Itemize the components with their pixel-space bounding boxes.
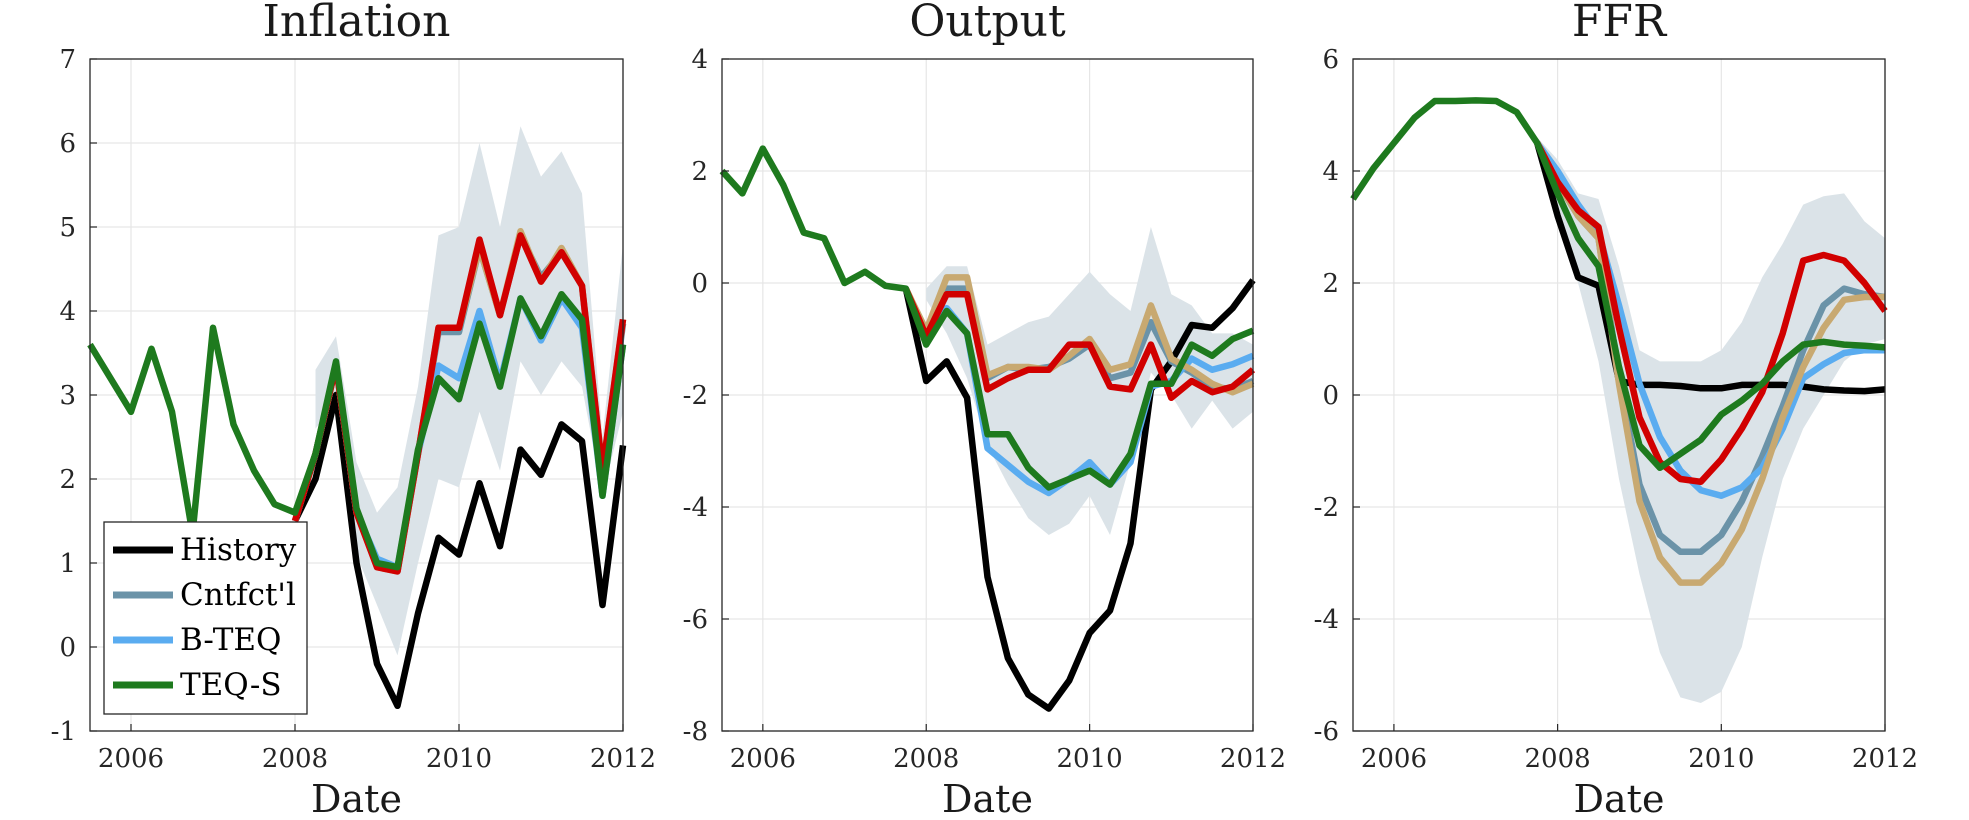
series-line-teq-s bbox=[1350, 97, 1886, 472]
confidence-band bbox=[926, 227, 1253, 535]
y-tick-label: 4 bbox=[1322, 157, 1339, 187]
x-axis-label: Date bbox=[1574, 777, 1665, 820]
chart-panel-ffr: 2006 2008 2010 2012 -6 -4 -2 0 2 4 6 FFR Date bbox=[1314, 0, 1918, 820]
y-tick-label: 7 bbox=[59, 45, 76, 75]
y-tick-label: 0 bbox=[59, 633, 76, 663]
x-tick-label: 2012 bbox=[1220, 744, 1286, 774]
chart-title: FFR bbox=[1572, 0, 1668, 47]
x-tick-label: 2010 bbox=[1688, 744, 1754, 774]
confidence-band bbox=[315, 126, 623, 656]
y-tick-label: 0 bbox=[1322, 381, 1339, 411]
y-tick-label: -8 bbox=[683, 717, 708, 747]
x-tick-label: 2008 bbox=[893, 744, 959, 774]
x-tick-label: 2006 bbox=[1361, 744, 1427, 774]
y-tick-label: 5 bbox=[59, 213, 76, 243]
chart-panel-output: 2006 2008 2010 2012 -8 -6 -4 -2 0 2 4 Output Date bbox=[683, 0, 1286, 820]
x-tick-label: 2010 bbox=[1057, 744, 1123, 774]
y-tick-label: -2 bbox=[683, 381, 708, 411]
x-tick-label: 2008 bbox=[1525, 744, 1591, 774]
chart-title: Output bbox=[909, 0, 1066, 47]
series-line-series-3 bbox=[1534, 141, 1885, 586]
y-tick-label: -4 bbox=[1314, 605, 1339, 635]
x-tick-label: 2010 bbox=[426, 744, 492, 774]
legend-label: Cntfct'l bbox=[180, 577, 296, 613]
x-tick-label: 2006 bbox=[98, 744, 164, 774]
series-line-history bbox=[902, 278, 1256, 712]
series-line-history bbox=[1534, 142, 1886, 395]
series-line-teq-s bbox=[719, 145, 1255, 491]
y-tick-label: 0 bbox=[691, 269, 708, 299]
legend-label: B-TEQ bbox=[180, 622, 281, 658]
series-line-teq-s bbox=[87, 290, 627, 571]
series-line-series-4 bbox=[1534, 141, 1888, 486]
x-axis-label: Date bbox=[942, 777, 1033, 820]
x-tick-label: 2008 bbox=[262, 744, 328, 774]
series-line-history bbox=[292, 391, 627, 710]
x-tick-label: 2012 bbox=[1852, 744, 1918, 774]
legend-label: History bbox=[180, 532, 297, 568]
y-tick-label: 6 bbox=[59, 129, 76, 159]
chart-panel-inflation: 2006 2008 2010 2012 -1 0 1 2 3 4 5 6 7 Inflation Date H… bbox=[51, 0, 656, 820]
y-tick-label: 6 bbox=[1322, 45, 1339, 75]
y-tick-label: 3 bbox=[59, 381, 76, 411]
x-tick-label: 2012 bbox=[590, 744, 656, 774]
y-tick-label: 2 bbox=[691, 157, 708, 187]
y-tick-label: -6 bbox=[1314, 717, 1339, 747]
x-tick-label: 2006 bbox=[730, 744, 796, 774]
y-tick-label: -1 bbox=[51, 717, 76, 747]
y-tick-label: -2 bbox=[1314, 493, 1339, 523]
y-tick-label: 2 bbox=[59, 465, 76, 495]
x-axis-label: Date bbox=[311, 777, 402, 820]
chart-title: Inflation bbox=[263, 0, 451, 47]
legend: History Cntfct'l B-TEQ TEQ-S bbox=[103, 521, 308, 715]
series-line-series-4 bbox=[902, 287, 1256, 402]
y-tick-label: 1 bbox=[59, 549, 76, 579]
y-tick-label: 4 bbox=[691, 45, 708, 75]
y-tick-label: -6 bbox=[683, 605, 708, 635]
y-tick-label: 2 bbox=[1322, 269, 1339, 299]
legend-label: TEQ-S bbox=[180, 667, 282, 703]
y-tick-label: 4 bbox=[59, 297, 76, 327]
y-tick-label: -4 bbox=[683, 493, 708, 523]
